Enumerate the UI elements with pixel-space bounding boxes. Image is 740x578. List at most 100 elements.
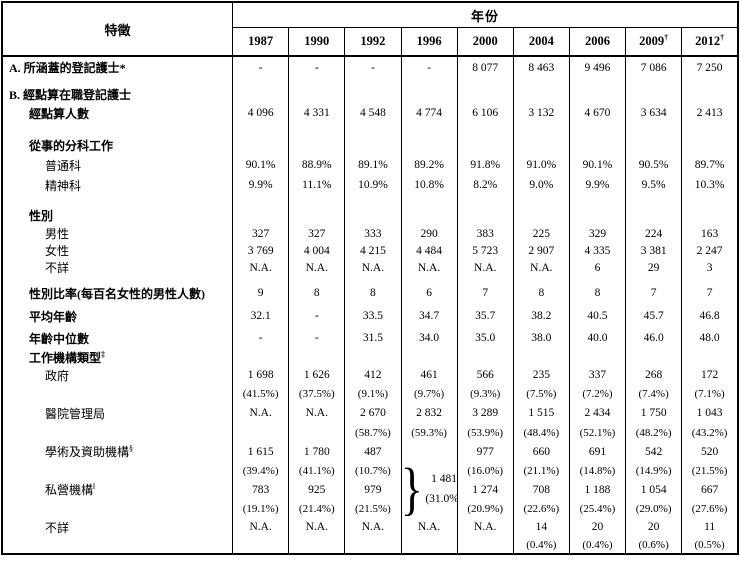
value-cell: 7 086 <box>625 56 682 78</box>
value-cell <box>288 536 345 554</box>
value-cell <box>232 276 289 282</box>
value-cell: 14 <box>512 518 570 536</box>
value-cell: 3 634 <box>625 103 682 123</box>
table-row: 性別 <box>2 205 738 225</box>
value-cell: (9.7%) <box>400 384 458 403</box>
value-cell: 383 <box>456 225 514 242</box>
value-cell <box>625 135 682 155</box>
value-cell: (9.1%) <box>344 384 401 403</box>
value-cell <box>288 195 345 205</box>
value-cell <box>232 536 289 554</box>
row-label: 男性 <box>45 227 70 241</box>
table-row: B. 經點算在職登記護士 <box>2 86 738 103</box>
value-cell: 3 289 <box>456 403 514 423</box>
table-row: 政府 1 698 1 626 412 461 566 235 337 268 172 <box>2 366 738 384</box>
value-cell <box>568 205 626 225</box>
value-cell: (21.5%) <box>681 461 738 480</box>
value-cell <box>625 276 682 282</box>
table-header: 特徵 年份 1987 1990 1992 1996 2000 2004 2006 2009† 2… <box>2 2 738 56</box>
value-cell: 32.1 <box>232 304 289 328</box>
value-cell <box>625 78 682 86</box>
value-cell: 20 <box>568 518 626 536</box>
table-row <box>2 195 738 205</box>
value-cell: 4 774 <box>400 103 458 123</box>
value-cell: 660 <box>512 442 570 461</box>
value-cell: 1 274 <box>456 480 514 499</box>
value-cell <box>344 135 401 155</box>
value-cell: 925 <box>288 480 345 499</box>
value-cell: 1 188 <box>568 480 626 499</box>
value-cell <box>344 536 401 554</box>
value-cell <box>625 348 682 366</box>
value-cell: - <box>288 56 345 78</box>
value-cell: 9.5% <box>625 175 682 195</box>
value-cell: 35.7 <box>456 304 514 328</box>
value-cell: (58.7%) <box>344 423 401 442</box>
value-cell: 691 <box>568 442 626 461</box>
row-label <box>2 461 233 480</box>
year-group-header: 年份 <box>232 2 738 28</box>
row-label: 平均年齡 <box>29 309 78 324</box>
value-cell <box>681 135 738 155</box>
row-label: 政府 <box>45 368 70 383</box>
value-cell: 1 750 <box>625 403 682 423</box>
value-cell: 6 <box>568 259 626 276</box>
value-cell: 4 331 <box>288 103 345 123</box>
row-label <box>2 423 233 442</box>
value-cell: 520 <box>681 442 738 461</box>
year-column-header: 1990 <box>288 27 345 56</box>
value-cell: 327 <box>288 225 345 242</box>
value-cell: 3 769 <box>232 242 289 259</box>
value-cell: N.A. <box>512 259 570 276</box>
value-cell: 783 <box>232 480 289 499</box>
value-cell <box>456 205 514 225</box>
value-cell: (10.7%) <box>344 461 401 480</box>
value-cell <box>512 348 570 366</box>
value-cell <box>400 276 458 282</box>
year-column-header: 2009† <box>625 27 682 56</box>
year-column-header: 1987 <box>232 27 289 56</box>
merged-cell-1996: }1 481(31.0%) <box>400 442 458 518</box>
row-label: 精神科 <box>45 178 82 193</box>
value-cell <box>568 78 626 86</box>
row-label <box>2 123 233 135</box>
value-cell: - <box>400 56 458 78</box>
value-cell: 9.0% <box>512 175 570 195</box>
value-cell <box>681 348 738 366</box>
value-cell <box>232 123 289 135</box>
table-row: 平均年齡 32.1-33.5 34.7 35.7 38.2 40.5 45.7 46.8 <box>2 304 738 328</box>
value-cell <box>288 123 345 135</box>
value-cell: 38.2 <box>512 304 570 328</box>
value-cell: 90.1% <box>232 155 289 175</box>
table-row: 男性 327 327 333 290 383 225 329 224 163 <box>2 225 738 242</box>
value-cell: 542 <box>625 442 682 461</box>
value-cell <box>625 195 682 205</box>
value-cell: (39.4%) <box>232 461 289 480</box>
value-cell <box>681 205 738 225</box>
row-label: 不詳 <box>45 520 70 535</box>
value-cell: 4 215 <box>344 242 401 259</box>
value-cell: (0.4%) <box>512 536 570 554</box>
value-cell: 10.3% <box>681 175 738 195</box>
table-row: 不詳 N.A. N.A. N.A. N.A. N.A. N.A. 6 29 3 <box>2 259 738 276</box>
value-cell: 10.9% <box>344 175 401 195</box>
value-cell: - <box>344 56 401 78</box>
value-cell: 566 <box>456 366 514 384</box>
value-cell: (48.2%) <box>625 423 682 442</box>
value-cell: (52.1%) <box>568 423 626 442</box>
value-cell <box>400 123 458 135</box>
value-cell: 11 <box>681 518 738 536</box>
value-cell: N.A. <box>344 259 401 276</box>
brace-glyph: } <box>401 455 423 518</box>
value-cell: (48.4%) <box>512 423 570 442</box>
value-cell <box>232 78 289 86</box>
value-cell <box>288 276 345 282</box>
value-cell: 48.0 <box>681 328 738 348</box>
value-cell: 45.7 <box>625 304 682 328</box>
value-cell: 8 <box>344 282 401 304</box>
table-row: 醫院管理局 N.A. N.A. 2 670 2 832 3 289 1 515 2 434 1 … <box>2 403 738 423</box>
year-header-row: 1987 1990 1992 1996 2000 2004 2006 2009† 2012† <box>2 27 738 56</box>
value-cell <box>456 135 514 155</box>
table-body: A. 所涵蓋的登記護士* - - - -8 077 8 463 9 496 7 086 7 25… <box>2 56 738 554</box>
